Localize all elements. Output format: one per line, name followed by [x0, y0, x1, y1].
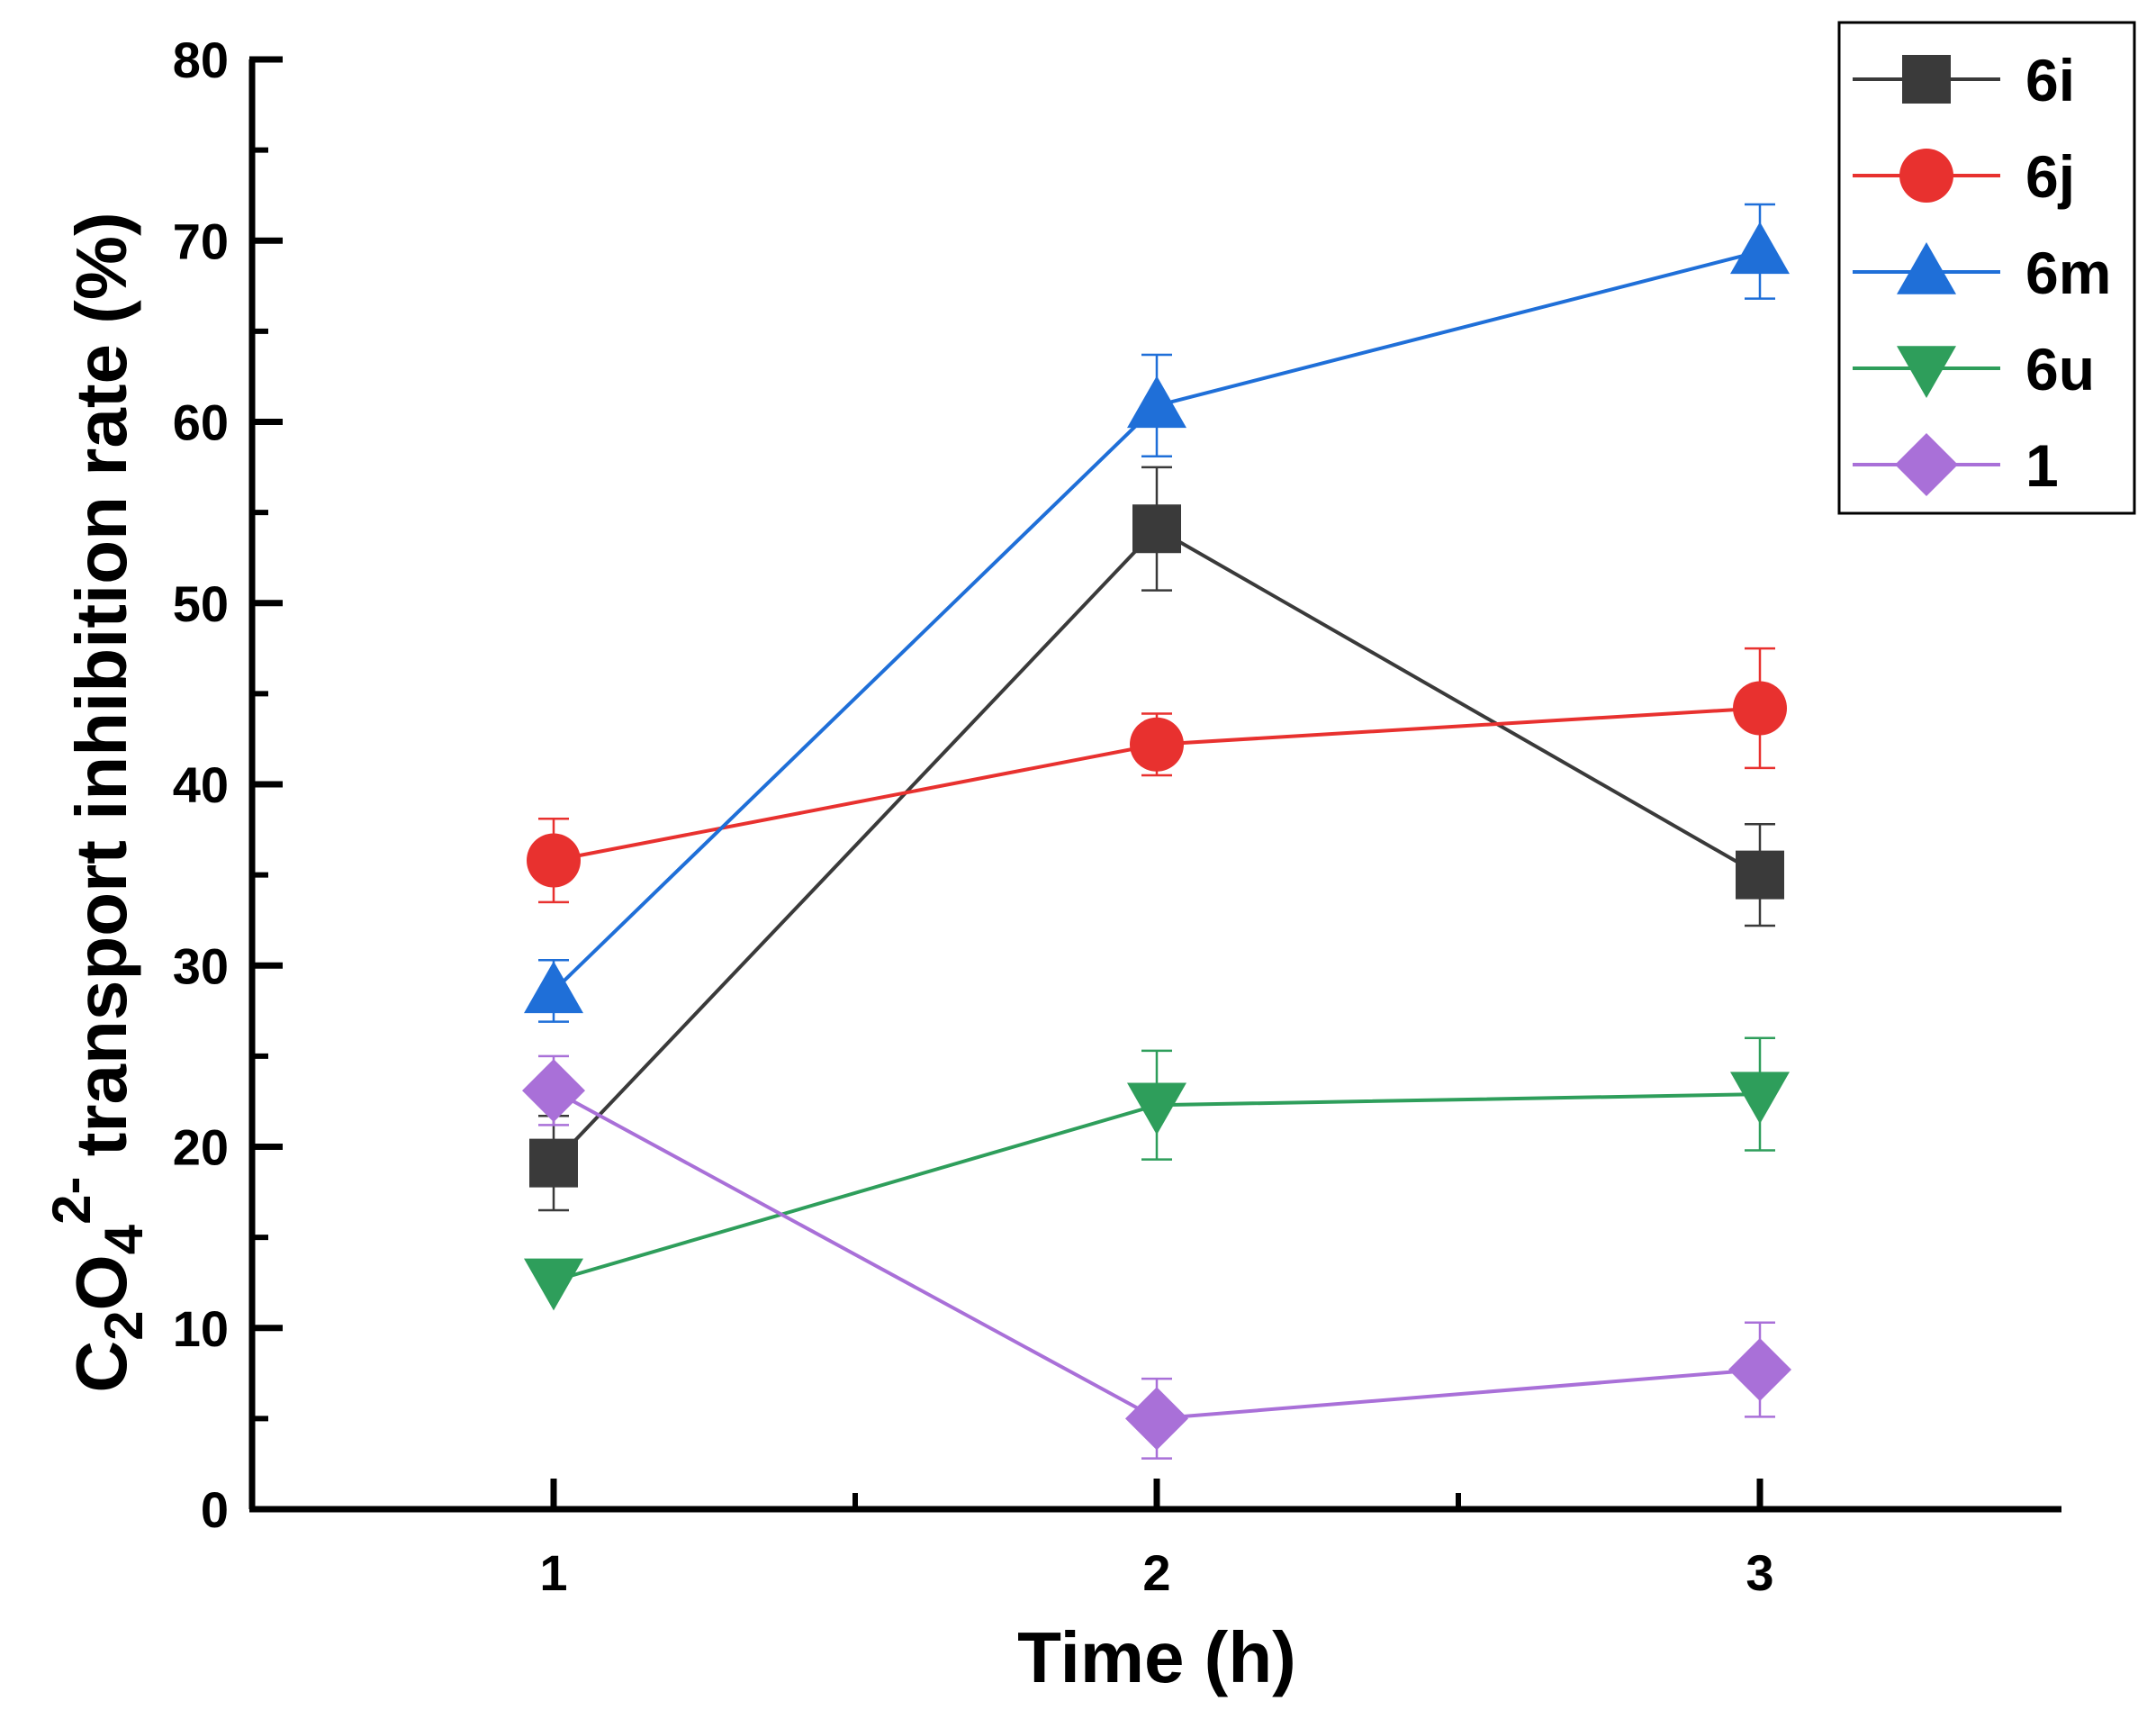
legend-label: 6m [2025, 240, 2111, 306]
y-title-sub1: 2 [94, 1310, 154, 1340]
y-title-mid: O [61, 1254, 141, 1310]
data-point [524, 1258, 583, 1311]
series-6u [524, 1036, 1790, 1311]
axes-layer [248, 56, 2061, 1513]
data-point [1728, 1338, 1791, 1402]
series-1 [522, 1054, 1791, 1460]
y-tick-label: 40 [173, 756, 229, 813]
x-tick-label: 1 [539, 1544, 567, 1601]
series-6j [527, 647, 1787, 904]
legend-label: 6i [2025, 47, 2075, 113]
data-point [1736, 850, 1784, 900]
series-6m [524, 203, 1790, 1023]
data-point [522, 1059, 585, 1123]
x-tick-label: 2 [1142, 1544, 1170, 1601]
y-tick-label: 30 [173, 937, 229, 994]
y-tick-label: 0 [201, 1481, 229, 1538]
y-tick-label: 20 [173, 1119, 229, 1176]
data-point [529, 1138, 578, 1188]
y-tick-label: 60 [173, 394, 229, 451]
legend-item-6m: 6m [1853, 240, 2111, 306]
legend-item-6u: 6u [1853, 336, 2095, 403]
legend-item-6i: 6i [1853, 47, 2075, 113]
x-tick-label: 3 [1746, 1544, 1773, 1601]
data-point [1733, 681, 1787, 736]
x-axis-title: Time (h) [1017, 1617, 1296, 1697]
y-title-base: C [61, 1341, 141, 1393]
legend: 6i 6j 6m 6u 1 [1837, 21, 2136, 515]
legend-marker [1902, 55, 1951, 104]
data-point [1127, 1082, 1186, 1135]
data-point [1125, 1387, 1188, 1451]
legend-label: 6u [2025, 336, 2095, 403]
tick-labels-layer: 0 10 20 30 40 50 60 70 80 1 2 3 [173, 32, 1774, 1601]
y-tick-label: 10 [173, 1300, 229, 1357]
y-tick-label: 80 [173, 32, 229, 88]
legend-marker [1897, 242, 1956, 294]
y-title-sub2: 4 [94, 1224, 154, 1254]
data-point [1730, 222, 1790, 275]
series-6i [529, 466, 1784, 1212]
series-layer [522, 203, 1791, 1460]
legend-item-6j: 6j [1853, 143, 2075, 210]
legend-box [1837, 21, 2136, 515]
y-title-rest: transport inhibition rate (%) [61, 212, 141, 1176]
legend-marker [1895, 433, 1958, 496]
legend-label: 1 [2025, 432, 2059, 499]
data-point [1132, 504, 1181, 554]
data-point [527, 833, 581, 888]
data-point [1127, 375, 1186, 429]
y-axis-title: C2O42- transport inhibition rate (%) [41, 212, 154, 1392]
legend-marker [1897, 346, 1956, 398]
data-point [1130, 717, 1184, 772]
legend-marker [1899, 149, 1953, 203]
legend-item-1: 1 [1853, 432, 2059, 499]
y-tick-label: 50 [173, 575, 229, 632]
data-point [1730, 1072, 1790, 1125]
legend-label: 6j [2025, 143, 2075, 210]
y-title-sup: 2- [41, 1176, 102, 1224]
data-point [524, 961, 583, 1014]
y-tick-label: 70 [173, 213, 229, 269]
